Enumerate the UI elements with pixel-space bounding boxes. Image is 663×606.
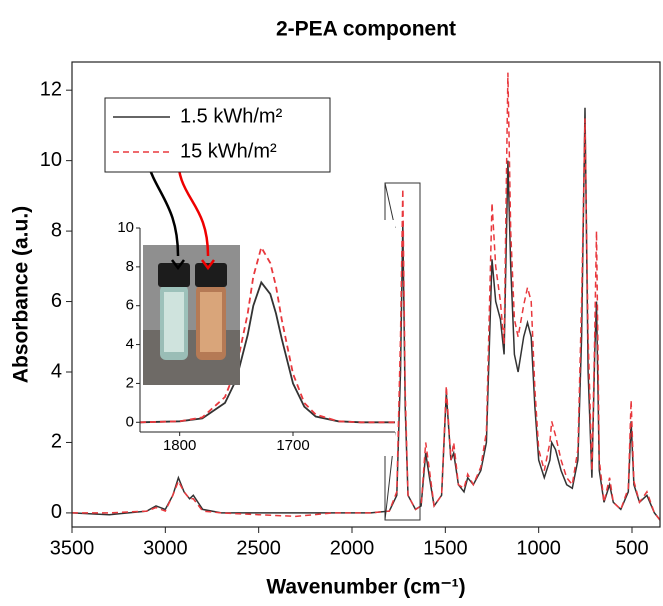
y-tick-label: 12	[40, 78, 62, 100]
y-tick-label: 4	[126, 336, 134, 353]
vial-content	[164, 292, 184, 352]
x-axis-label: Wavenumber (cm⁻¹)	[266, 576, 465, 599]
arrow-head	[201, 259, 215, 271]
vial-cap	[195, 263, 227, 287]
x-tick-label: 2500	[236, 537, 281, 559]
y-tick-label: 0	[126, 413, 134, 430]
plot-frame	[71, 61, 661, 528]
x-tick-label: 1800	[163, 437, 196, 454]
vial-content	[200, 292, 222, 352]
series-group	[72, 72, 660, 521]
x-tick-label: 1700	[276, 437, 309, 454]
chart-title: 2-PEA component	[276, 18, 456, 41]
x-tick-label: 3500	[50, 537, 95, 559]
photo	[143, 245, 240, 385]
y-tick-label: 2	[126, 374, 134, 391]
y-tick-label: 10	[40, 149, 62, 171]
y-tick-label: 8	[51, 219, 62, 241]
x-tick-label: 1500	[423, 537, 468, 559]
y-tick-label: 8	[126, 258, 134, 275]
series-line	[72, 72, 660, 521]
series-line	[140, 245, 395, 424]
series-line	[140, 280, 395, 424]
x-tick-label: 500	[615, 537, 648, 559]
x-tick-label: 2000	[330, 537, 375, 559]
y-tick-label: 0	[51, 501, 62, 523]
x-tick-label: 1000	[516, 537, 561, 559]
main-plot: 3500 3000 2500 2000 1500 1000 500 0 2 4 6 8 10 12 2-PE…	[10, 18, 661, 599]
y-tick-label: 6	[126, 297, 134, 314]
vial-cap	[158, 263, 190, 287]
y-axis-label: Absorbance (a.u.)	[10, 206, 33, 383]
series-line	[72, 107, 660, 521]
legend-label: 1.5 kWh/m²	[180, 105, 283, 127]
y-tick-label: 2	[51, 431, 62, 453]
y-tick-label: 10	[117, 219, 134, 236]
y-tick-label: 4	[51, 360, 62, 382]
arrow-head	[171, 259, 185, 271]
x-tick-label: 3000	[143, 537, 188, 559]
legend: 1.5 kWh/m² 15 kWh/m²	[104, 97, 331, 173]
y-tick-label: 6	[51, 290, 62, 312]
legend-box	[104, 97, 331, 173]
series-group	[140, 245, 395, 424]
legend-label: 15 kWh/m²	[180, 140, 277, 162]
